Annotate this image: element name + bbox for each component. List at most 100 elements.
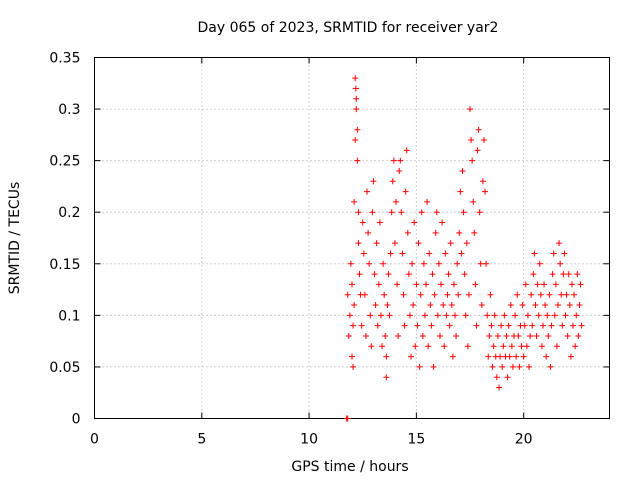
data-point [353, 106, 360, 113]
data-point [471, 229, 478, 236]
data-point [430, 363, 437, 370]
data-point [552, 281, 559, 288]
data-point [438, 281, 445, 288]
data-point [435, 260, 442, 267]
data-point [344, 291, 351, 298]
data-point [405, 271, 412, 278]
data-point [576, 302, 583, 309]
data-point [541, 281, 548, 288]
data-point [487, 291, 494, 298]
x-axis-label: GPS time / hours [291, 459, 408, 475]
data-point [417, 291, 424, 298]
data-point [516, 363, 523, 370]
data-point [551, 312, 558, 319]
data-point [546, 291, 553, 298]
data-point [388, 209, 395, 216]
data-point [364, 188, 371, 195]
data-point [479, 178, 486, 185]
data-point [385, 271, 392, 278]
data-point [559, 322, 566, 329]
data-point [533, 332, 540, 339]
y-tick-label: 0.15 [49, 257, 80, 273]
y-tick-label: 0 [72, 412, 81, 428]
data-point [380, 260, 387, 267]
data-point [406, 312, 413, 319]
y-tick-label: 0.25 [49, 154, 80, 170]
data-point [366, 260, 373, 267]
data-point [544, 312, 551, 319]
data-point [570, 322, 577, 329]
data-point [416, 363, 423, 370]
data-point [500, 343, 507, 350]
data-point [467, 106, 474, 113]
data-point [389, 178, 396, 185]
data-point [400, 291, 407, 298]
data-point [490, 343, 497, 350]
data-point [512, 312, 519, 319]
data-point [535, 312, 542, 319]
data-point [469, 157, 476, 164]
data-point [409, 260, 416, 267]
data-point [556, 240, 563, 247]
data-point [483, 260, 490, 267]
data-point [548, 322, 555, 329]
y-tick-label: 0.05 [49, 360, 80, 376]
data-point [515, 332, 522, 339]
data-point [529, 322, 536, 329]
data-point [429, 271, 436, 278]
data-point [350, 322, 357, 329]
data-point [497, 353, 504, 360]
data-point [538, 343, 545, 350]
data-point [403, 147, 410, 154]
data-point [414, 322, 421, 329]
data-point [358, 322, 365, 329]
data-point [522, 281, 529, 288]
y-tick-label: 0.2 [58, 205, 80, 221]
data-point [391, 240, 398, 247]
data-point [352, 75, 359, 82]
data-point [426, 250, 433, 257]
data-point [488, 322, 495, 329]
data-point [463, 240, 470, 247]
y-tick-label: 0.3 [58, 102, 80, 118]
data-point [368, 343, 375, 350]
data-point [480, 137, 487, 144]
data-point [361, 291, 368, 298]
data-point [412, 343, 419, 350]
y-tick-label: 0.35 [49, 51, 80, 67]
data-point [553, 343, 560, 350]
data-point [524, 312, 531, 319]
data-point [397, 157, 404, 164]
data-point [566, 302, 573, 309]
data-point [531, 250, 538, 257]
y-tick-label: 0.1 [58, 308, 80, 324]
data-point [468, 137, 475, 144]
data-point [365, 229, 372, 236]
x-tick-label: 5 [197, 432, 206, 448]
data-point [415, 240, 422, 247]
data-point [564, 332, 571, 339]
data-point [448, 302, 455, 309]
data-point [369, 209, 376, 216]
data-point [476, 209, 483, 216]
data-point [423, 281, 430, 288]
data-point [558, 291, 565, 298]
data-point [382, 332, 389, 339]
data-point [392, 198, 399, 205]
data-point [401, 322, 408, 329]
data-point [352, 137, 359, 144]
data-point [374, 322, 381, 329]
data-point [346, 312, 353, 319]
data-point [347, 260, 354, 267]
data-point [354, 126, 361, 133]
data-point [356, 271, 363, 278]
data-point [536, 260, 543, 267]
data-point [458, 250, 465, 257]
data-point [349, 281, 355, 288]
data-point [424, 198, 431, 205]
data-point [555, 302, 561, 309]
data-point [367, 312, 374, 319]
data-point [441, 343, 448, 350]
data-point [560, 271, 567, 278]
